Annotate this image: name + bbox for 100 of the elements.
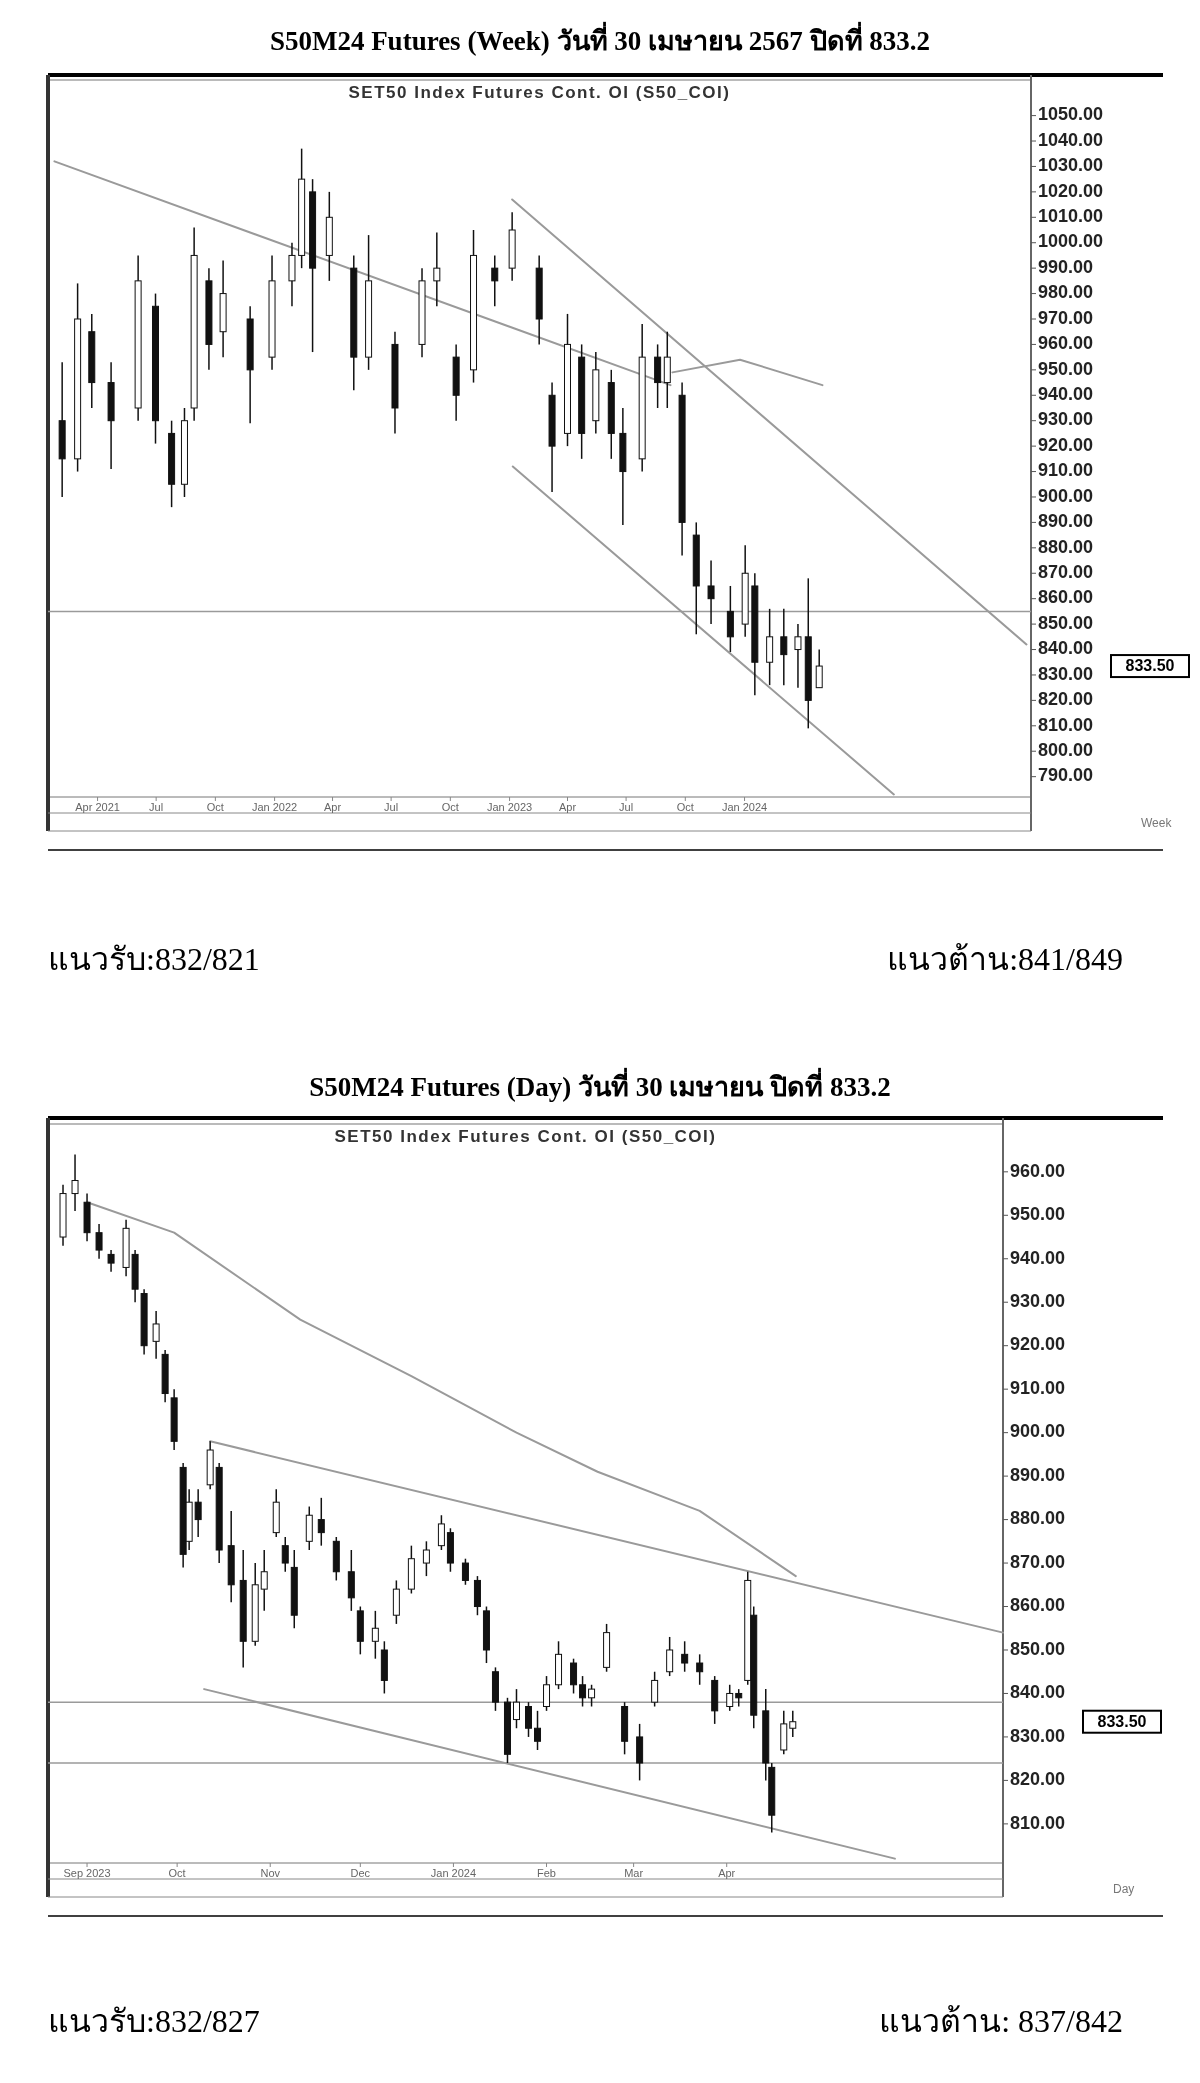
candlestick	[491, 254, 499, 308]
x-axis-title: Day	[1113, 1882, 1135, 1896]
chart-title: S50M24 Futures (Day) วันที่ 30 เมษายน ปิดที่ 833.2	[309, 1067, 891, 1102]
y-tick-label: 990.00	[1038, 256, 1094, 277]
chart-title: S50M24 Futures (Week) วันที่ 30 เมษายน 2567 ปิดที่ 833.2	[269, 21, 931, 56]
candlestick	[794, 623, 802, 689]
candlestick	[696, 1653, 704, 1686]
chart-subtitle: SET50 Index Futures Cont. OI (S50_COI)	[348, 83, 731, 102]
candlestick	[422, 1540, 430, 1577]
x-tick-label: Sep 2023	[63, 1867, 111, 1879]
candlestick	[437, 1514, 445, 1551]
y-tick-label: 850.00	[1038, 612, 1094, 633]
x-tick-label: Jul	[384, 801, 399, 813]
x-tick-label: Nov	[260, 1867, 281, 1879]
x-tick-label: Apr 2021	[75, 801, 120, 813]
y-tick-label: 1010.00	[1038, 206, 1104, 227]
candlestick	[579, 1675, 587, 1708]
y-tick-label: 930.00	[1010, 1290, 1066, 1311]
y-tick-label: 790.00	[1038, 765, 1094, 786]
y-tick-label: 870.00	[1010, 1551, 1066, 1572]
candlestick	[525, 1701, 532, 1738]
candlestick	[260, 1549, 268, 1612]
candlestick	[588, 1684, 596, 1708]
chart-subtitle: SET50 Index Futures Cont. OI (S50_COI)	[334, 1127, 717, 1146]
candlestick	[666, 1636, 674, 1677]
candlestick	[651, 1670, 659, 1708]
y-tick-label: 890.00	[1010, 1464, 1066, 1485]
candlestick	[726, 1684, 734, 1712]
candlestick	[71, 1153, 79, 1212]
x-tick-label: Jan 2024	[430, 1867, 477, 1879]
candlestick	[780, 608, 788, 686]
x-tick-label: Apr	[558, 801, 577, 813]
x-tick-label: Oct	[441, 801, 459, 813]
text: 833.50	[1125, 657, 1175, 675]
x-tick-label: Jul	[619, 801, 634, 813]
x-tick-label: Dec	[350, 1867, 371, 1879]
y-tick-label: 880.00	[1010, 1508, 1066, 1529]
x-tick-label: Jul	[149, 801, 164, 813]
x-tick-label: Jan 2023	[486, 801, 533, 813]
x-tick-label: Mar	[624, 1867, 644, 1879]
x-tick-label: Apr	[323, 801, 342, 813]
text: แนวต้าน: 837/842	[879, 2003, 1123, 2039]
y-tick-label: 850.00	[1010, 1638, 1066, 1659]
y-tick-label: 940.00	[1038, 384, 1094, 405]
y-tick-label: 870.00	[1038, 562, 1094, 583]
text: แนวต้าน:841/849	[887, 941, 1123, 977]
y-tick-label: 930.00	[1038, 409, 1094, 430]
x-tick-label: Feb	[537, 1867, 557, 1879]
candlestick	[107, 1249, 115, 1273]
y-tick-label: 1000.00	[1038, 231, 1104, 252]
x-tick-label: Oct	[206, 801, 224, 813]
candlestick	[194, 1488, 202, 1538]
y-tick-label: 950.00	[1038, 358, 1094, 379]
candlestick	[815, 648, 823, 689]
candlestick	[433, 231, 441, 308]
x-tick-label: Jan 2024	[721, 801, 768, 813]
candlestick	[317, 1497, 325, 1547]
y-tick-label: 860.00	[1038, 587, 1094, 608]
y-tick-label: 820.00	[1010, 1769, 1066, 1790]
candlestick	[570, 1657, 578, 1695]
y-tick-label: 900.00	[1038, 485, 1094, 506]
candlestick	[281, 1536, 289, 1573]
x-tick-label: Apr	[718, 1867, 736, 1879]
y-tick-label: 1020.00	[1038, 180, 1104, 201]
y-tick-label: 840.00	[1010, 1682, 1066, 1703]
candlestick	[707, 559, 715, 625]
y-tick-label: 810.00	[1038, 714, 1094, 735]
y-tick-label: 830.00	[1010, 1725, 1066, 1746]
candlestick	[461, 1557, 469, 1586]
y-tick-label: 840.00	[1038, 638, 1094, 659]
candlestick	[512, 1688, 520, 1729]
y-tick-label: 940.00	[1010, 1247, 1066, 1268]
x-axis-title: Week	[1141, 816, 1173, 830]
y-tick-label: 960.00	[1038, 333, 1094, 354]
text: แนวรับ:832/821	[48, 941, 260, 977]
y-tick-label: 910.00	[1010, 1377, 1066, 1398]
y-tick-label: 1050.00	[1038, 104, 1104, 125]
x-tick-label: Oct	[168, 1867, 186, 1879]
x-tick-label: Jan 2022	[251, 801, 298, 813]
y-tick-label: 890.00	[1038, 511, 1094, 532]
y-tick-label: 970.00	[1038, 307, 1094, 328]
y-tick-label: 960.00	[1010, 1160, 1066, 1181]
y-tick-label: 830.00	[1038, 663, 1094, 684]
y-tick-label: 880.00	[1038, 536, 1094, 557]
y-tick-label: 820.00	[1038, 689, 1094, 710]
text: แนวรับ:832/827	[48, 2003, 260, 2039]
candlestick	[152, 1310, 160, 1360]
y-tick-label: 920.00	[1010, 1334, 1066, 1355]
y-tick-label: 1040.00	[1038, 129, 1104, 150]
x-tick-label: Oct	[676, 801, 694, 813]
y-tick-label: 810.00	[1010, 1812, 1066, 1833]
candlestick	[95, 1223, 103, 1260]
y-tick-label: 920.00	[1038, 434, 1094, 455]
y-tick-label: 950.00	[1010, 1204, 1066, 1225]
y-tick-label: 860.00	[1010, 1595, 1066, 1616]
candlestick	[789, 1710, 797, 1738]
y-tick-label: 980.00	[1038, 282, 1094, 303]
y-tick-label: 1030.00	[1038, 155, 1104, 176]
y-tick-label: 900.00	[1010, 1421, 1066, 1442]
y-tick-label: 800.00	[1038, 739, 1094, 760]
